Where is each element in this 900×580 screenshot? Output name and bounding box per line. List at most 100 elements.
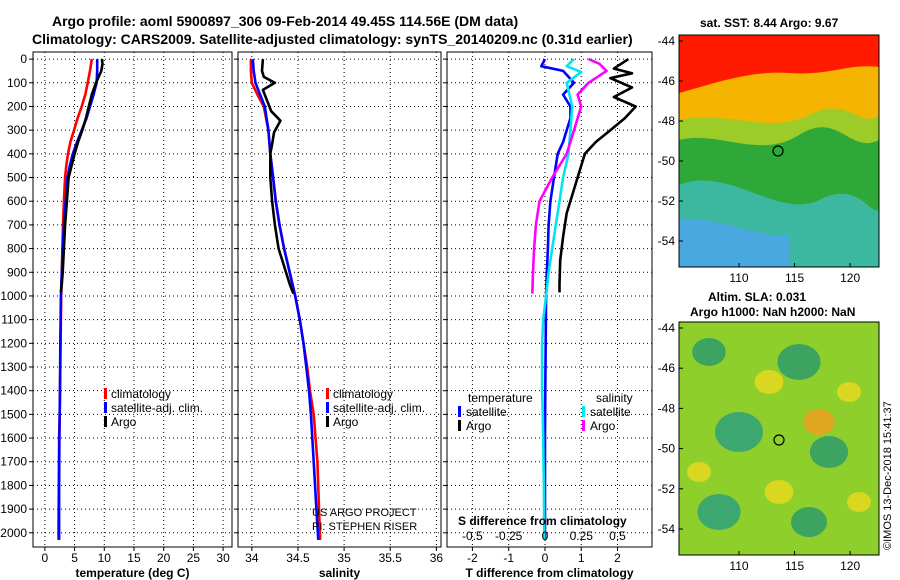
sst-map: -44 -46 -48 -50 -52 -54 110 115 120 xyxy=(658,34,880,285)
temperature-profile-panel: 0 5 10 15 20 25 300100200300400500600700800900… xyxy=(0,51,233,580)
legend-swatch xyxy=(326,416,329,427)
salinity-profile-panel: 34 34.5 35 35.5 36 salinity climatologysatelli… xyxy=(234,51,444,580)
map-x-tick-label: 110 xyxy=(729,271,748,285)
map-y-tick-label: -48 xyxy=(658,401,676,415)
map-frame xyxy=(678,321,880,556)
x-axis-label: T difference from climatology xyxy=(465,566,633,580)
sla-eddy-patch xyxy=(697,494,741,530)
sla-eddy-patch xyxy=(764,480,794,504)
legend-label: satellite-adj. clim. xyxy=(111,401,203,415)
legend-swatch xyxy=(582,406,585,417)
imos-stamp: ©IMOS 13-Dec-2018 15:41:37 xyxy=(882,401,894,550)
x-tick-label: -2 xyxy=(467,551,478,565)
legend-label: Argo xyxy=(111,415,137,429)
sla-eddy-patch xyxy=(687,462,711,482)
y-tick-label: 1000 xyxy=(0,289,27,303)
legend-group-title: temperature xyxy=(468,391,533,405)
y-tick-label: 1600 xyxy=(0,431,27,445)
x-tick-label: 20 xyxy=(157,551,171,565)
sla-eddy-patch xyxy=(715,412,763,452)
x-tick-label: 0 xyxy=(42,551,49,565)
sst-hot-band xyxy=(679,35,879,93)
plot-frame xyxy=(32,51,233,548)
y-tick-label: 1500 xyxy=(0,407,27,421)
legend-swatch xyxy=(582,420,585,431)
y-tick-label: 1400 xyxy=(0,384,27,398)
x-tick-label: 30 xyxy=(216,551,230,565)
x-tick-label: 5 xyxy=(71,551,78,565)
sst-map-title: sat. SST: 8.44 Argo: 9.67 xyxy=(700,16,839,30)
series-line-satellite-adj-clim- xyxy=(251,59,320,540)
sla-map-title: Altim. SLA: 0.031 xyxy=(708,290,806,304)
legend-swatch xyxy=(104,402,107,413)
map-x-tick-label: 120 xyxy=(840,559,860,573)
map-y-tick-label: -46 xyxy=(658,74,676,88)
series-line-satellite-salinity xyxy=(540,58,583,540)
y-tick-label: 700 xyxy=(7,218,27,232)
y-tick-label: 1700 xyxy=(0,455,27,469)
top-axis-label: S difference from climatology xyxy=(458,514,627,528)
x-tick-label: 1 xyxy=(578,551,585,565)
x-tick-label: 35 xyxy=(337,551,351,565)
sla-map-subtitle: Argo h1000: NaN h2000: NaN xyxy=(690,305,855,319)
plot-frame xyxy=(446,51,653,548)
legend-swatch xyxy=(104,416,107,427)
sla-eddy-patch xyxy=(754,370,784,394)
y-tick-label: 1800 xyxy=(0,478,27,492)
top-tick-label: 0 xyxy=(542,529,549,543)
top-tick-label: 0.5 xyxy=(609,529,626,543)
series-line-argo xyxy=(260,59,295,295)
y-tick-label: 800 xyxy=(7,242,27,256)
map-x-tick-label: 115 xyxy=(785,559,804,573)
legend-label: Argo xyxy=(590,419,616,433)
float-position-marker xyxy=(772,145,784,157)
credit-project: US ARGO PROJECT xyxy=(312,507,417,519)
x-tick-label: 2 xyxy=(614,551,621,565)
figure-title-line1: Argo profile: aoml 5900897_306 09-Feb-20… xyxy=(52,13,518,29)
top-tick-label: 0.25 xyxy=(570,529,594,543)
legend-label: satellite xyxy=(590,405,631,419)
top-tick-label: -0.25 xyxy=(495,529,523,543)
map-x-tick-label: 120 xyxy=(840,271,860,285)
x-tick-label: 35.5 xyxy=(379,551,403,565)
sla-map: -44 -46 -48 -50 -52 -54 110 115 120 xyxy=(658,321,880,573)
float-position-marker xyxy=(773,434,785,446)
series-line-argo xyxy=(59,58,104,293)
map-y-tick-label: -46 xyxy=(658,361,676,375)
map-y-tick-label: -50 xyxy=(658,154,676,168)
legend-swatch xyxy=(458,406,461,417)
y-tick-label: 2000 xyxy=(0,526,27,540)
legend-label: satellite-adj. clim. xyxy=(333,401,425,415)
credit-pi: PI: STEPHEN RISER xyxy=(312,521,417,533)
y-tick-label: 0 xyxy=(20,52,27,66)
series-line-satellite-temperature xyxy=(539,58,576,540)
y-tick-label: 900 xyxy=(7,265,27,279)
map-y-tick-label: -54 xyxy=(658,234,676,248)
map-y-tick-label: -44 xyxy=(658,34,676,48)
x-tick-label: 15 xyxy=(127,551,141,565)
sla-eddy-patch xyxy=(777,344,821,380)
map-x-tick-label: 110 xyxy=(729,559,748,573)
map-y-tick-label: -54 xyxy=(658,522,676,536)
y-tick-label: 600 xyxy=(7,194,27,208)
map-frame xyxy=(678,34,880,268)
legend-swatch xyxy=(458,420,461,431)
sla-eddy-patch xyxy=(803,409,835,435)
sla-eddy-patch xyxy=(837,382,861,402)
map-y-tick-label: -50 xyxy=(658,442,676,456)
x-axis-label: salinity xyxy=(319,566,361,580)
x-tick-label: -1 xyxy=(503,551,514,565)
x-tick-label: 25 xyxy=(187,551,201,565)
figure-title-line2: Climatology: CARS2009. Satellite-adjuste… xyxy=(32,31,633,47)
sst-cold-band xyxy=(679,219,789,267)
y-tick-label: 1900 xyxy=(0,502,27,516)
y-tick-label: 1100 xyxy=(1,313,27,327)
x-tick-label: 36 xyxy=(430,551,444,565)
legend-label: Argo xyxy=(333,415,359,429)
top-tick-label: -0.5 xyxy=(462,529,483,543)
y-tick-label: 200 xyxy=(7,99,27,113)
sla-eddy-patch xyxy=(809,436,849,468)
series-line-argo-temperature xyxy=(558,58,638,293)
difference-profile-panel: -2 -1 0 1 2T difference from climatology S di… xyxy=(443,51,653,580)
